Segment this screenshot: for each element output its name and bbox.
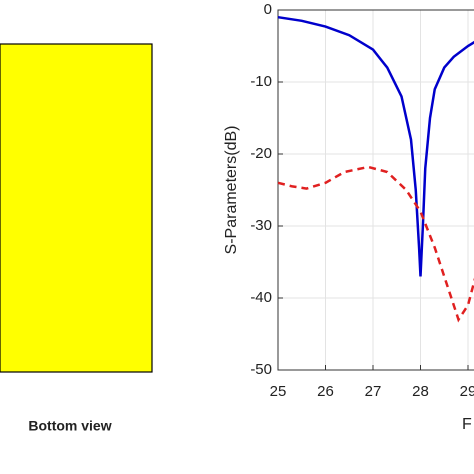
plot-area: [278, 10, 474, 370]
y-tick-label: -50: [250, 361, 272, 378]
x-tick-label: 28: [412, 383, 429, 400]
x-tick-label: 29: [460, 383, 474, 400]
y-tick-label: -10: [250, 73, 272, 90]
y-tick-label: 0: [264, 1, 272, 18]
y-tick-label: -30: [250, 217, 272, 234]
x-tick-label: 27: [365, 383, 382, 400]
x-axis-label: F: [462, 416, 472, 433]
series-line: [277, 165, 474, 323]
plot-frame: [277, 9, 474, 371]
caption: Bottom view: [28, 418, 111, 434]
y-tick-label: -20: [250, 145, 272, 162]
x-tick-label: 25: [270, 383, 287, 400]
y-tick-label: -40: [250, 289, 272, 306]
y-axis-label: S-Parameters(dB): [223, 126, 240, 255]
x-tick-label: 26: [317, 383, 334, 400]
bottom-view-board: [0, 43, 153, 373]
series-line: [277, 15, 474, 277]
